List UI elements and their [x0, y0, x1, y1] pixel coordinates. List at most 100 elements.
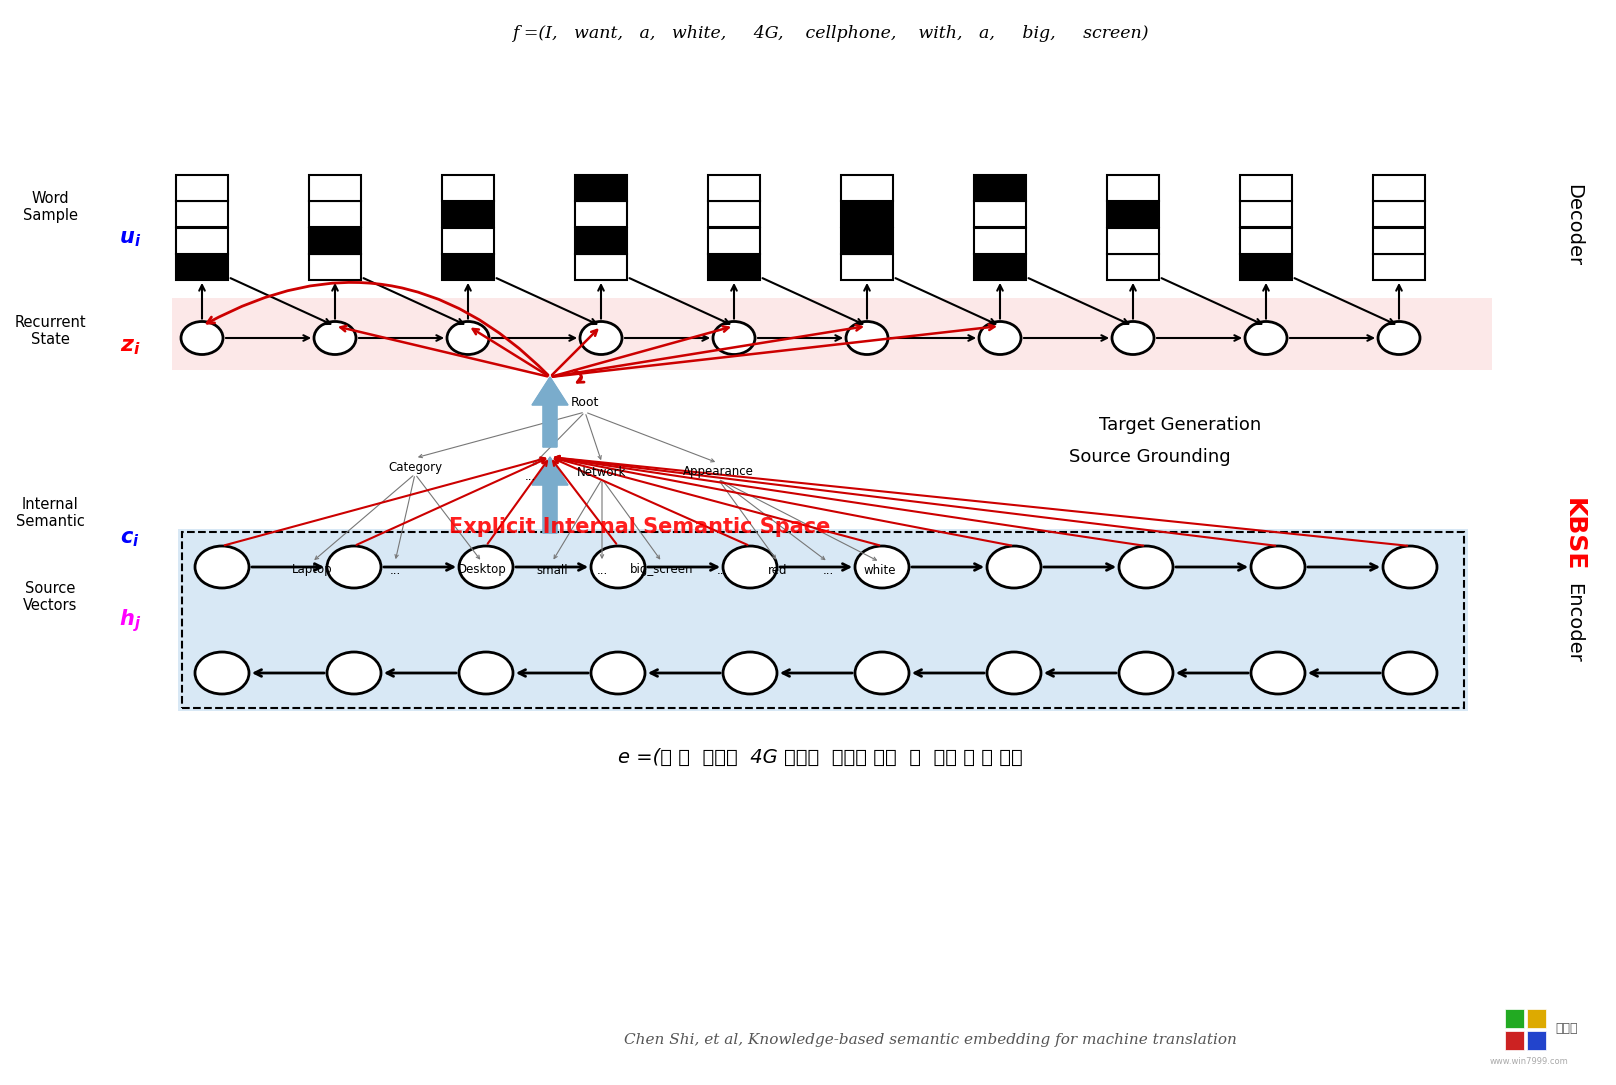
Text: www.win7999.com: www.win7999.com	[1490, 1058, 1569, 1067]
Bar	[1239, 201, 1293, 228]
Bar	[1374, 201, 1425, 228]
Text: Chen Shi, et al, Knowledge-based semantic embedding for machine translation: Chen Shi, et al, Knowledge-based semanti…	[624, 1033, 1236, 1047]
Bar	[1107, 228, 1159, 254]
Text: e =(给 我  推荐个  4G 手机吧  ，最好 白的  ，  屏幕 要 大 。）: e =(给 我 推荐个 4G 手机吧 ，最好 白的 ， 屏幕 要 大 。）	[617, 748, 1023, 766]
Bar	[840, 201, 894, 228]
Bar	[1374, 228, 1425, 254]
Bar	[176, 201, 228, 228]
Text: Recurrent
State: Recurrent State	[15, 315, 86, 347]
Text: Desktop: Desktop	[457, 563, 506, 576]
Ellipse shape	[181, 321, 223, 355]
Text: Explicit Internal Semantic Space: Explicit Internal Semantic Space	[449, 516, 831, 537]
Text: red: red	[768, 563, 787, 576]
Ellipse shape	[326, 546, 381, 588]
Ellipse shape	[847, 321, 889, 355]
Text: $\bfit{u}_i$: $\bfit{u}_i$	[120, 229, 141, 248]
Ellipse shape	[979, 321, 1021, 355]
Bar	[575, 201, 627, 228]
Text: ...: ...	[524, 471, 535, 484]
Bar	[1107, 201, 1159, 228]
Ellipse shape	[591, 546, 645, 588]
Bar	[974, 201, 1026, 228]
Bar	[1239, 228, 1293, 254]
Text: ...: ...	[716, 563, 727, 576]
Polygon shape	[532, 457, 567, 533]
Bar	[708, 201, 760, 228]
Text: Appearance: Appearance	[682, 465, 753, 478]
Bar	[443, 175, 494, 201]
Ellipse shape	[196, 546, 249, 588]
Ellipse shape	[987, 546, 1041, 588]
Ellipse shape	[196, 652, 249, 694]
Ellipse shape	[459, 652, 512, 694]
Bar	[178, 529, 1467, 711]
Bar	[309, 201, 360, 228]
Text: Source
Vectors: Source Vectors	[23, 580, 78, 613]
Text: Target Generation: Target Generation	[1099, 416, 1260, 434]
Ellipse shape	[459, 546, 512, 588]
Text: small: small	[537, 563, 567, 576]
Text: f =(I,   want,   a,   white,     4G,    cellphone,    with,   a,     big,     sc: f =(I, want, a, white, 4G, cellphone, wi…	[512, 25, 1149, 41]
Bar	[974, 175, 1026, 201]
Ellipse shape	[1383, 652, 1437, 694]
Polygon shape	[532, 376, 567, 447]
Bar	[1374, 254, 1425, 280]
Bar	[443, 254, 494, 280]
Bar	[708, 175, 760, 201]
Bar	[309, 228, 360, 254]
Bar	[309, 175, 360, 201]
Bar	[1527, 1009, 1547, 1027]
Bar	[708, 228, 760, 254]
Text: ...: ...	[596, 563, 608, 576]
Bar	[443, 228, 494, 254]
Ellipse shape	[580, 321, 622, 355]
Ellipse shape	[326, 652, 381, 694]
Bar	[176, 175, 228, 201]
Ellipse shape	[713, 321, 755, 355]
Text: ...: ...	[823, 563, 834, 576]
Ellipse shape	[722, 652, 777, 694]
Bar	[1107, 175, 1159, 201]
Bar	[974, 228, 1026, 254]
Ellipse shape	[448, 321, 490, 355]
Bar	[176, 254, 228, 280]
Bar	[1374, 175, 1425, 201]
Text: Decoder: Decoder	[1564, 184, 1584, 266]
Text: Root: Root	[570, 396, 600, 409]
Ellipse shape	[1251, 652, 1306, 694]
Text: Word
Sample: Word Sample	[23, 191, 78, 224]
Ellipse shape	[1251, 546, 1306, 588]
Bar	[183, 532, 1464, 709]
Ellipse shape	[987, 652, 1041, 694]
Text: 系统粉: 系统粉	[1555, 1021, 1577, 1034]
Bar	[1239, 254, 1293, 280]
Ellipse shape	[855, 652, 908, 694]
Ellipse shape	[314, 321, 356, 355]
Bar	[974, 254, 1026, 280]
Text: Internal
Semantic: Internal Semantic	[16, 497, 84, 529]
Text: big_screen: big_screen	[630, 563, 693, 576]
Text: $\bfit{h}_j$: $\bfit{h}_j$	[120, 608, 141, 635]
Text: Network: Network	[577, 465, 627, 478]
Ellipse shape	[722, 546, 777, 588]
Text: KBSE: KBSE	[1563, 498, 1585, 572]
Bar	[575, 175, 627, 201]
Ellipse shape	[1112, 321, 1154, 355]
Ellipse shape	[1378, 321, 1420, 355]
Text: Category: Category	[388, 460, 443, 473]
Text: ...: ...	[389, 563, 401, 576]
Ellipse shape	[1383, 546, 1437, 588]
Text: Encoder: Encoder	[1564, 583, 1584, 663]
Ellipse shape	[591, 652, 645, 694]
Ellipse shape	[1244, 321, 1286, 355]
Bar	[1107, 254, 1159, 280]
Bar	[840, 254, 894, 280]
Bar	[840, 228, 894, 254]
Bar	[1504, 1031, 1524, 1050]
Text: Laptop: Laptop	[291, 563, 333, 576]
Bar	[575, 228, 627, 254]
Text: $\bfit{c}_i$: $\bfit{c}_i$	[120, 529, 141, 549]
Bar	[1239, 175, 1293, 201]
Text: white: white	[863, 563, 897, 576]
Bar	[309, 254, 360, 280]
